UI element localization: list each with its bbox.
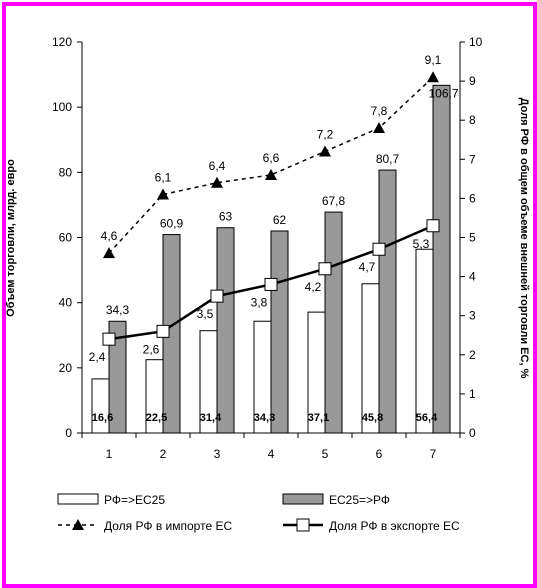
label-export-share: 5,3 (413, 237, 430, 251)
left-tick-label: 100 (52, 100, 72, 114)
left-axis-title: Объем торговли, млрд. евро (5, 159, 17, 317)
right-tick-label: 5 (469, 231, 476, 245)
left-tick-label: 80 (59, 165, 73, 179)
marker-export-share (210, 289, 224, 303)
marker-import-share (319, 145, 331, 157)
label-import-share: 6,6 (263, 151, 280, 165)
bar-rf-eu-1 (91, 378, 110, 434)
bar-rf-eu-7 (415, 248, 434, 434)
x-tick-label: 7 (430, 447, 437, 461)
marker-import-share (103, 247, 115, 259)
right-tick-label: 7 (469, 152, 476, 166)
left-tick-label: 40 (59, 296, 73, 310)
legend-swatch-eu-rf (282, 493, 324, 505)
legend-marker-import (72, 519, 84, 530)
label-export-share: 3,5 (197, 307, 214, 321)
marker-import-share (427, 71, 439, 83)
right-tick-label: 8 (469, 113, 476, 127)
left-tick-label: 120 (52, 35, 72, 49)
label-rf-eu: 56,4 (416, 412, 438, 424)
bar-eu-rf-6 (378, 169, 397, 434)
marker-import-share (265, 168, 277, 180)
right-tick-label: 10 (469, 35, 483, 49)
legend-marker-export (296, 518, 310, 532)
right-tick-label: 4 (469, 270, 476, 284)
right-tick-label: 2 (469, 348, 476, 362)
lines-layer (102, 71, 440, 346)
marker-import-share (211, 176, 223, 188)
bar-eu-rf-7 (432, 84, 451, 434)
right-axis-title: Доля РФ в общем объеме внешней торговли … (518, 98, 530, 379)
marker-export-share (318, 262, 332, 276)
label-eu-rf: 67,8 (322, 194, 346, 208)
label-import-share: 6,1 (155, 170, 172, 184)
label-eu-rf: 80,7 (376, 152, 400, 166)
marker-import-share (157, 188, 169, 200)
label-export-share: 4,2 (305, 280, 322, 294)
legend-label-rf-eu: РФ=>ЕС25 (104, 493, 165, 507)
legend: РФ=>ЕС25 ЕС25=>РФ Доля РФ в импорте ЕС Доля… (57, 493, 460, 533)
x-tick-label: 6 (376, 447, 383, 461)
right-tick-label: 0 (469, 426, 476, 440)
legend-label-eu-rf: ЕС25=>РФ (329, 493, 390, 507)
label-rf-eu: 16,6 (92, 412, 113, 424)
marker-import-share (373, 122, 385, 134)
bar-eu-rf-3 (216, 227, 235, 434)
label-eu-rf: 34,3 (106, 303, 130, 317)
x-tick-label: 2 (160, 447, 167, 461)
bar-eu-rf-5 (324, 211, 343, 434)
x-tick-label: 3 (214, 447, 221, 461)
x-tick-label: 1 (106, 447, 113, 461)
label-rf-eu: 34,3 (254, 412, 275, 424)
axes-layer: 0 20 40 60 80 100 120 0 1 2 3 4 5 6 7 8 9 10 1 2 3 4 5 6 7 (52, 35, 483, 461)
label-export-share: 3,8 (251, 295, 268, 309)
right-tick-label: 6 (469, 191, 476, 205)
label-import-share: 7,2 (317, 127, 334, 141)
label-import-share: 4,6 (101, 229, 118, 243)
left-tick-label: 20 (59, 361, 73, 375)
x-tick-label: 4 (268, 447, 275, 461)
bar-eu-rf-4 (270, 230, 289, 434)
marker-export-share (426, 219, 440, 233)
bar-rf-eu-6 (361, 283, 380, 434)
label-eu-rf: 106,7 (428, 86, 458, 100)
labels-layer: 16,6 22,5 31,4 34,3 37,1 45,8 56,4 34,3 60,9 63 62… (89, 53, 459, 424)
label-import-share: 6,4 (209, 159, 226, 173)
label-eu-rf: 62 (273, 213, 287, 227)
left-tick-label: 60 (59, 231, 73, 245)
legend-swatch-rf-eu (57, 493, 99, 505)
label-rf-eu: 37,1 (308, 412, 329, 424)
label-rf-eu: 45,8 (362, 412, 383, 424)
label-import-share: 9,1 (425, 53, 442, 67)
x-tick-label: 5 (322, 447, 329, 461)
label-export-share: 2,6 (143, 342, 160, 356)
marker-export-share (156, 324, 170, 338)
label-import-share: 7,8 (371, 104, 388, 118)
legend-label-import: Доля РФ в импорте ЕС (104, 519, 232, 533)
right-tick-label: 3 (469, 309, 476, 323)
right-tick-label: 1 (469, 387, 476, 401)
label-export-share: 2,4 (89, 350, 106, 364)
left-tick-label: 0 (65, 426, 72, 440)
legend-label-export: Доля РФ в экспорте ЕС (329, 519, 460, 533)
label-export-share: 4,7 (359, 260, 376, 274)
right-tick-label: 9 (469, 74, 476, 88)
marker-export-share (264, 277, 278, 291)
marker-export-share (372, 242, 386, 256)
label-rf-eu: 22,5 (146, 412, 167, 424)
label-eu-rf: 63 (219, 210, 233, 224)
bars-layer (91, 84, 451, 434)
label-eu-rf: 60,9 (160, 217, 184, 231)
label-rf-eu: 31,4 (200, 412, 222, 424)
marker-export-share (102, 332, 116, 346)
